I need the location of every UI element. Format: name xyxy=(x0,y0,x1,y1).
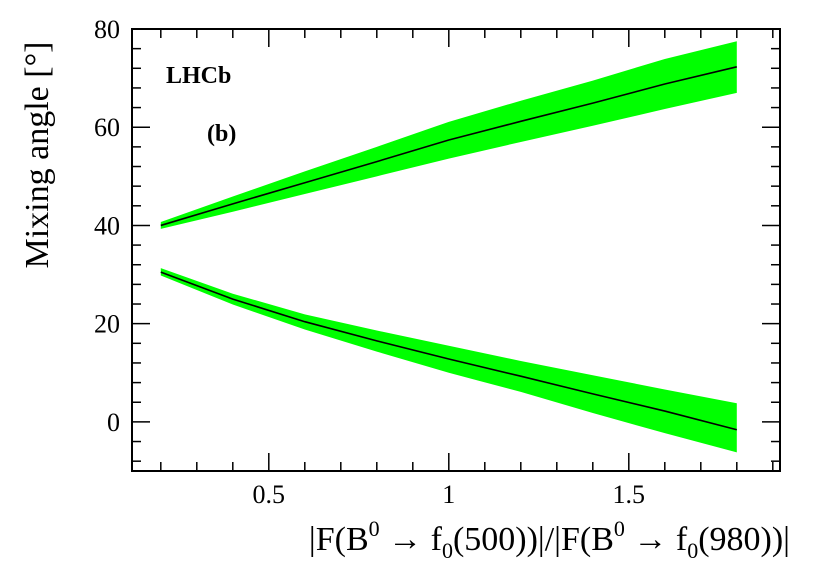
panel-label: (b) xyxy=(207,121,236,147)
x-label-sup: 0 xyxy=(614,516,625,541)
y-tick-label: 60 xyxy=(94,113,120,142)
uncertainty-bands xyxy=(160,41,737,453)
x-label-part: |F(B xyxy=(309,521,369,558)
x-label-sup: 0 xyxy=(369,516,380,541)
axis-ticks xyxy=(132,28,780,471)
y-tick-label: 40 xyxy=(94,211,120,240)
tick-labels: 0.5 1 1.5 0 20 40 60 80 xyxy=(94,15,645,509)
x-label-sub: 0 xyxy=(442,538,453,563)
x-label-part: → f xyxy=(380,521,443,558)
central-lines xyxy=(160,66,738,431)
central-curve-2 xyxy=(160,271,738,431)
x-tick-label: 1 xyxy=(442,480,455,509)
uncertainty-band-2 xyxy=(160,268,737,453)
x-tick-label: 1.5 xyxy=(613,480,646,509)
x-label-part: (980))| xyxy=(698,521,790,558)
y-tick-label: 0 xyxy=(107,408,120,437)
plot-frame xyxy=(131,28,781,472)
y-tick-label: 80 xyxy=(94,15,120,44)
x-tick-label: 0.5 xyxy=(253,480,286,509)
y-axis-label: Mixing angle [°] xyxy=(19,42,56,269)
y-tick-label: 20 xyxy=(94,310,120,339)
lhcb-label: LHCb xyxy=(166,63,231,89)
x-axis-label: |F(B0 → f0(500))|/|F(B0 → f0(980))| xyxy=(309,516,790,563)
x-label-part: (500))|/|F(B xyxy=(453,521,614,558)
x-label-part: → f xyxy=(625,521,688,558)
uncertainty-band-1 xyxy=(160,41,737,229)
x-label-sub: 0 xyxy=(687,538,698,563)
central-curve-1 xyxy=(160,66,737,227)
